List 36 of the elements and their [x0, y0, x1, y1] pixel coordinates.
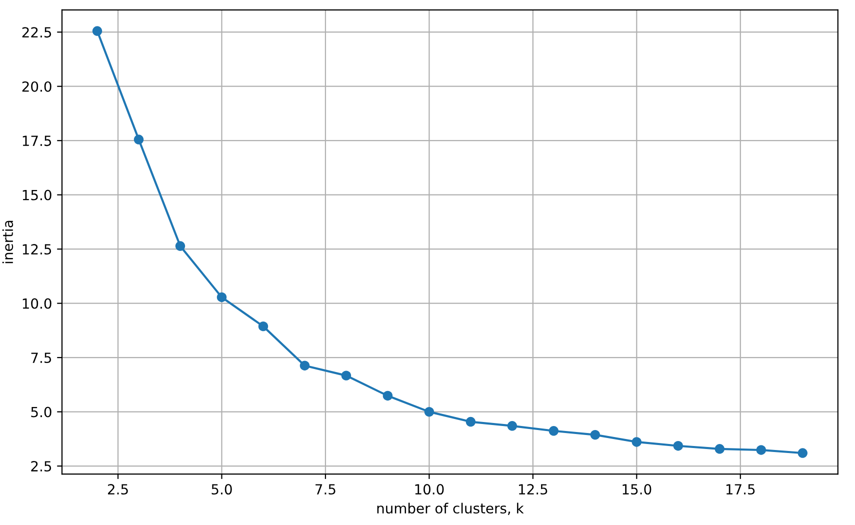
x-tick-label: 17.5: [726, 484, 755, 495]
point: [632, 437, 642, 447]
point: [382, 390, 393, 401]
y-axis-title: inertia: [2, 220, 14, 264]
point: [92, 26, 102, 36]
point: [507, 421, 518, 431]
x-tick-label: 12.5: [518, 484, 548, 495]
point: [216, 292, 227, 302]
y-tick-label: 22.5: [22, 27, 52, 38]
point: [798, 448, 808, 458]
y-tick-label: 2.5: [31, 461, 52, 472]
point: [673, 441, 684, 451]
point: [424, 406, 434, 417]
x-axis-title: number of clusters, k: [377, 502, 524, 515]
point: [548, 426, 559, 436]
point: [134, 134, 144, 144]
point: [466, 416, 476, 427]
x-tick-label: 7.5: [316, 484, 336, 495]
x-tick-label: 10.0: [415, 484, 444, 495]
y-tick-label: 7.5: [31, 352, 52, 364]
x-tick-label: 2.5: [108, 484, 128, 495]
y-tick-label: 17.5: [22, 136, 52, 146]
y-tick-label: 5.0: [31, 406, 52, 418]
y-tick-label: 15.0: [22, 190, 52, 200]
point: [590, 430, 600, 440]
x-tick-label: 5.0: [212, 484, 232, 495]
point: [714, 444, 725, 454]
point: [756, 445, 766, 455]
x-tick-label: 15.0: [622, 484, 652, 495]
point: [258, 321, 268, 332]
point: [341, 370, 352, 380]
point: [175, 241, 186, 251]
y-tick-label: 10.0: [22, 298, 52, 309]
y-tick-label: 20.0: [22, 81, 52, 92]
y-tick-label: 12.5: [22, 244, 52, 255]
point: [300, 360, 310, 370]
